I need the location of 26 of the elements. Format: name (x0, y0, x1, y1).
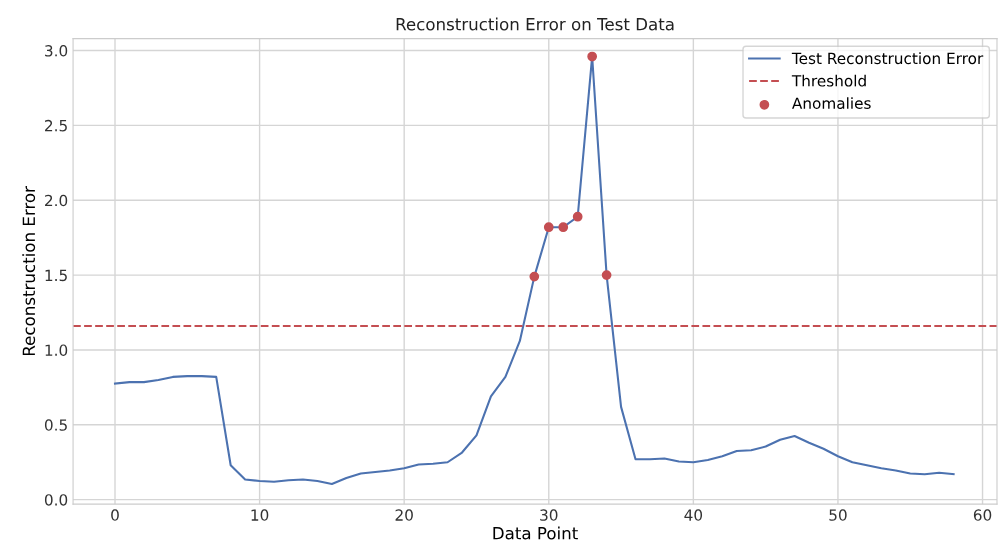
x-tick-label: 60 (973, 509, 992, 521)
x-tick-label: 10 (251, 509, 269, 521)
y-axis-title: Reconstruction Error (22, 186, 36, 356)
legend-label: Threshold (791, 74, 866, 87)
point (529, 271, 540, 282)
x-tick-label: 40 (684, 509, 703, 521)
point (543, 222, 554, 233)
point (601, 270, 612, 280)
x-axis-title: Data Point (493, 526, 578, 540)
x-tick-label: 50 (829, 509, 847, 521)
x-tick-label: 20 (395, 509, 413, 521)
point (587, 51, 598, 62)
y-tick-label: 3.0 (45, 45, 68, 57)
y-tick-label: 2.0 (45, 194, 68, 207)
chart-title: Reconstruction Error on Test Data (396, 17, 674, 31)
legend-label: Test Reconstruction Error (791, 52, 984, 65)
x-tick-label: 0 (111, 509, 119, 521)
legend-label: Anomalies (792, 97, 871, 109)
y-tick-label: 0.0 (44, 494, 68, 506)
point (572, 211, 583, 222)
point (558, 222, 569, 233)
y-tick-label: 1.5 (45, 269, 67, 282)
y-tick-label: 0.5 (44, 419, 67, 431)
y-tick-label: 2.5 (45, 119, 67, 132)
x-tick-label: 30 (540, 509, 558, 521)
y-tick-label: 1.0 (45, 344, 68, 356)
